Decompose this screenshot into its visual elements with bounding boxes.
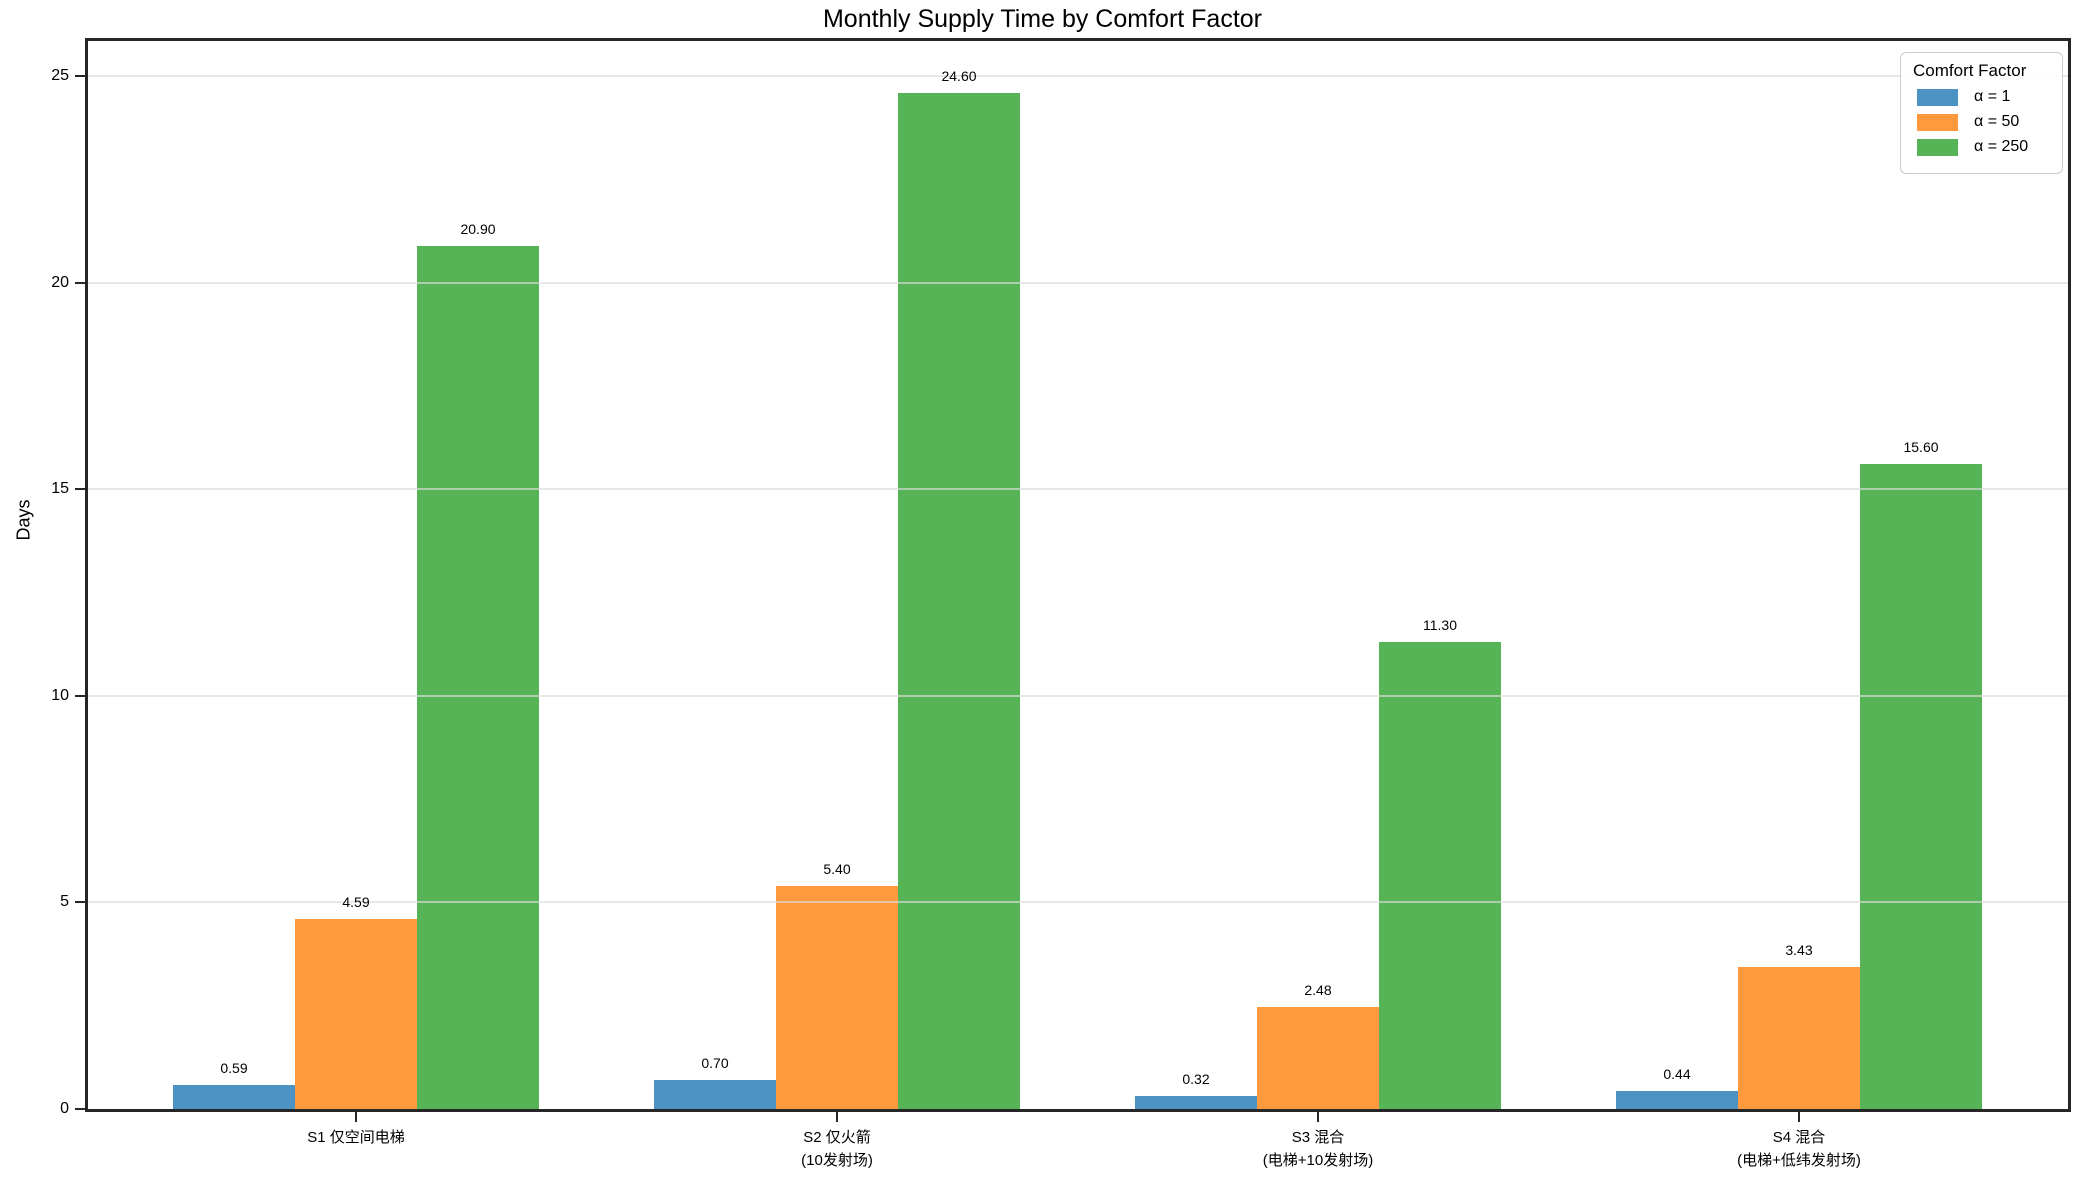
- bar-value-label: 24.60: [941, 67, 977, 84]
- gridline-y10: [88, 694, 2068, 697]
- bar-value-label: 2.48: [1304, 981, 1332, 998]
- bar-α=50-cat4: [1738, 967, 1860, 1109]
- bar-α=250-cat4: [1860, 464, 1982, 1109]
- plot-area: 0.59 4.59 20.90 0.70 5.40 24.60 0.32 2.48 11.30 0…: [85, 38, 2071, 1112]
- y-tick-mark: [75, 281, 85, 284]
- bar-α=1-cat3: [1135, 1095, 1257, 1109]
- bar-value-label: 3.43: [1785, 942, 1813, 959]
- bar-value-label: 0.44: [1663, 1065, 1691, 1082]
- bar-α=1-cat1: [173, 1084, 295, 1109]
- y-tick-mark: [75, 1108, 85, 1110]
- bar-value-label: 15.60: [1903, 439, 1939, 456]
- y-tick-label: 20: [51, 273, 69, 291]
- plot-inner: 0.59 4.59 20.90 0.70 5.40 24.60 0.32 2.48 11.30 0…: [88, 41, 2068, 1109]
- legend-title: Comfort Factor: [1913, 61, 2027, 80]
- bar-value-label: 4.59: [342, 894, 370, 911]
- x-tick-mark: [355, 1112, 357, 1122]
- legend: Comfort Factor α = 1 α = 50 α = 250: [1900, 52, 2063, 174]
- legend-items: α = 1 α = 50 α = 250: [1913, 88, 2048, 156]
- x-tick-mark: [1798, 1112, 1800, 1122]
- bar-value-label: 0.70: [701, 1055, 729, 1072]
- bar-α=1-cat4: [1616, 1090, 1738, 1109]
- bar-α=250-cat1: [417, 245, 539, 1109]
- legend-item-label: α = 1: [1974, 88, 2011, 105]
- bar-value-label: 20.90: [460, 220, 496, 237]
- legend-item: α = 50: [1917, 113, 2048, 131]
- bar-α=50-cat3: [1257, 1006, 1379, 1109]
- y-axis-label: Days: [13, 499, 34, 541]
- x-tick-mark: [1317, 1112, 1319, 1122]
- y-tick-label: 0: [60, 1100, 69, 1117]
- legend-swatch: [1917, 113, 1958, 131]
- legend-item: α = 1: [1917, 88, 2048, 106]
- gridline-y15: [88, 488, 2068, 491]
- y-tick-label: 25: [51, 67, 69, 85]
- legend-item-label: α = 250: [1974, 138, 2029, 155]
- y-tick-mark: [75, 488, 85, 491]
- bar-α=1-cat2: [654, 1080, 776, 1109]
- y-tick-label: 15: [51, 480, 69, 498]
- legend-item: α = 250: [1917, 138, 2048, 156]
- y-tick-label: 5: [60, 893, 69, 911]
- y-tick-label: 10: [51, 686, 69, 704]
- legend-swatch: [1917, 88, 1958, 106]
- bar-α=250-cat3: [1379, 642, 1501, 1109]
- y-tick-mark: [75, 75, 85, 78]
- bar-value-label: 0.32: [1182, 1070, 1210, 1087]
- gridline-y20: [88, 281, 2068, 284]
- legend-item-label: α = 50: [1974, 113, 2020, 130]
- bar-value-label: 0.59: [220, 1059, 248, 1076]
- x-tick-label: S1 仅空间电梯: [307, 1129, 405, 1146]
- bar-α=50-cat2: [776, 885, 898, 1109]
- x-tick-label: S3 混合 (电梯+10发射场): [1262, 1129, 1374, 1170]
- bar-value-label: 5.40: [823, 860, 851, 877]
- chart-title: Monthly Supply Time by Comfort Factor: [822, 5, 1263, 33]
- x-tick-mark: [836, 1112, 838, 1122]
- x-tick-label: S2 仅火箭 (10发射场): [801, 1129, 873, 1170]
- legend-swatch: [1917, 138, 1958, 156]
- bar-α=50-cat1: [295, 919, 417, 1109]
- gridline-y25: [88, 75, 2068, 78]
- x-tick-label: S4 混合 (电梯+低纬发射场): [1737, 1129, 1861, 1170]
- bar-value-label: 11.30: [1423, 617, 1457, 634]
- y-tick-mark: [75, 901, 85, 904]
- gridline-y5: [88, 901, 2068, 904]
- y-tick-mark: [75, 694, 85, 697]
- bar-α=250-cat2: [898, 92, 1020, 1109]
